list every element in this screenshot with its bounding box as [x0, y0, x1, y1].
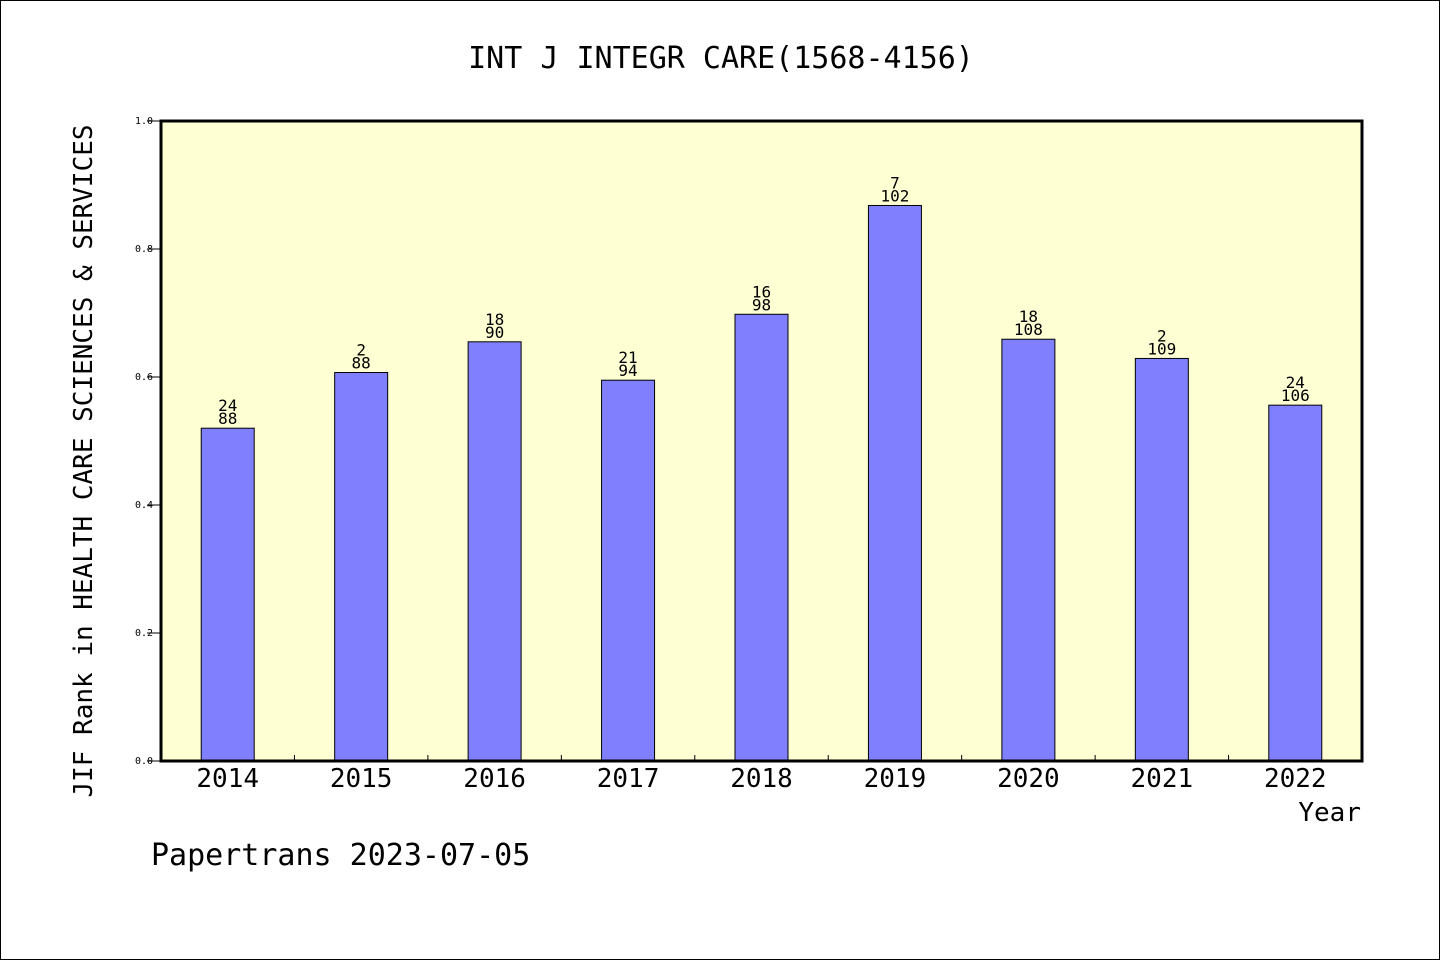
bar-rank-label: 21	[618, 348, 637, 367]
bar-rank-label: 16	[752, 282, 771, 301]
y-axis-label: JIF Rank in HEALTH CARE SCIENCES & SERVI…	[69, 124, 99, 797]
bar-rank-label: 18	[1019, 307, 1038, 326]
bar-rank-label: 2	[356, 341, 366, 360]
bar-total-label: 90	[485, 323, 504, 342]
bar-2018	[734, 313, 789, 762]
x-tick-label: 2022	[1264, 764, 1327, 794]
bar-total-label: 108	[1014, 320, 1043, 339]
x-tick-label: 2015	[330, 764, 393, 794]
footer-credit: Papertrans 2023-07-05	[151, 838, 530, 873]
bar-total-label: 106	[1281, 386, 1310, 405]
x-axis-label: Year	[1298, 798, 1361, 828]
x-tick-label: 2014	[196, 764, 259, 794]
bar-2019	[867, 204, 922, 762]
y-tick-label: 0.8	[135, 244, 153, 255]
x-tick-label: 2020	[997, 764, 1060, 794]
bar-total-label: 94	[618, 361, 637, 380]
bar-2016	[467, 341, 522, 762]
bar-total-label: 109	[1147, 339, 1176, 358]
y-axis: 0.0 0.2 0.4 0.6 0.8 1.0	[135, 116, 161, 767]
x-tick-label: 2016	[463, 764, 526, 794]
bar-rank-label: 2	[1157, 326, 1167, 345]
plot-border	[159, 119, 1364, 763]
bars-group	[200, 204, 1323, 762]
y-tick-label: 0.4	[135, 500, 153, 511]
bar-total-label: 98	[752, 295, 771, 314]
bar-2022	[1268, 404, 1323, 762]
y-tick-label: 1.0	[135, 116, 153, 127]
bar-rank-label: 18	[485, 310, 504, 329]
bar-rank-label: 24	[1286, 373, 1305, 392]
chart-title: INT J INTEGR CARE(1568-4156)	[468, 41, 974, 76]
x-axis: 2014 2015 2016 2017 2018 2019 2020 2021 2022	[196, 755, 1327, 794]
x-tick-label: 2017	[597, 764, 660, 794]
x-tick-label: 2021	[1131, 764, 1194, 794]
bar-total-label: 102	[880, 186, 909, 205]
bar-rank-label: 7	[890, 173, 900, 192]
bar-2020	[1001, 338, 1056, 762]
bar-total-label: 88	[352, 354, 371, 373]
bar-total-label: 88	[218, 409, 237, 428]
y-tick-label: 0.2	[135, 628, 153, 639]
y-tick-label: 0.6	[135, 372, 153, 383]
y-tick-label: 0.0	[135, 756, 153, 767]
x-tick-label: 2018	[730, 764, 793, 794]
bar-2017	[601, 379, 656, 762]
bar-rank-label: 24	[218, 396, 237, 415]
bar-2015	[334, 372, 389, 762]
bar-2014	[200, 427, 255, 762]
x-tick-label: 2019	[864, 764, 927, 794]
bar-2021	[1134, 357, 1189, 762]
